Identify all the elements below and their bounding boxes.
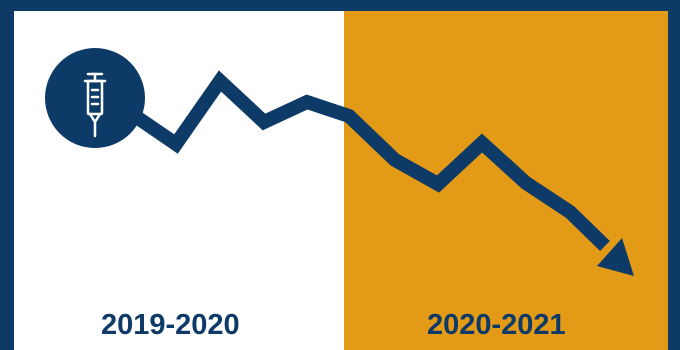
period-label-2020-2021: 2020-2021 (427, 309, 566, 341)
trend-arrowhead (597, 238, 634, 276)
declining-trend-line (134, 70, 610, 252)
syringe-icon (45, 48, 145, 148)
period-label-2019-2020: 2019-2020 (101, 309, 240, 341)
period-panel-2020-2021 (344, 11, 668, 350)
